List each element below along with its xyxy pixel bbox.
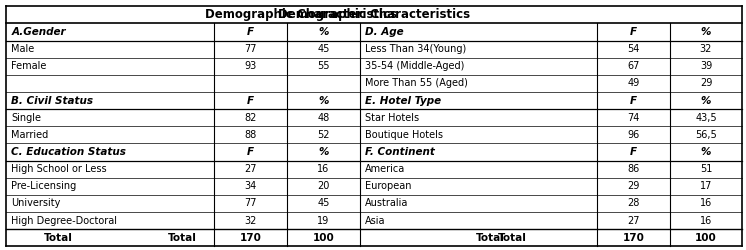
Text: F: F [630,27,637,37]
Text: F: F [630,96,637,106]
Text: Total: Total [498,233,527,243]
Text: High Degree-Doctoral: High Degree-Doctoral [11,216,117,226]
Text: 16: 16 [317,164,330,174]
Text: 45: 45 [317,44,330,54]
Text: High School or Less: High School or Less [11,164,107,174]
Text: D. Age: D. Age [365,27,404,37]
Text: 32: 32 [700,44,712,54]
Text: European: European [365,181,411,191]
Text: %: % [700,147,711,157]
Text: 34: 34 [245,181,257,191]
Text: A.Gender: A.Gender [11,27,66,37]
Text: 45: 45 [317,198,330,208]
Text: 86: 86 [627,164,639,174]
Text: 54: 54 [627,44,639,54]
Text: 35-54 (Middle-Aged): 35-54 (Middle-Aged) [365,61,464,71]
Text: 39: 39 [700,61,712,71]
Text: University: University [11,198,60,208]
Text: 43,5: 43,5 [695,113,717,123]
Text: 20: 20 [317,181,330,191]
Text: F. Continent: F. Continent [365,147,435,157]
Text: 100: 100 [695,233,717,243]
Text: 29: 29 [627,181,639,191]
Text: F: F [247,147,254,157]
Text: 55: 55 [317,61,330,71]
Text: C. Education Status: C. Education Status [11,147,126,157]
Text: America: America [365,164,405,174]
Text: Pre-Licensing: Pre-Licensing [11,181,76,191]
Text: 67: 67 [627,61,639,71]
Text: 28: 28 [627,198,639,208]
Text: 17: 17 [700,181,712,191]
Text: 29: 29 [700,78,712,88]
Text: %: % [700,96,711,106]
Text: F: F [247,27,254,37]
Text: 19: 19 [317,216,330,226]
Text: %: % [700,27,711,37]
Text: Less Than 34(Young): Less Than 34(Young) [365,44,466,54]
Text: F: F [630,147,637,157]
Text: 96: 96 [627,130,639,140]
Text: Asia: Asia [365,216,385,226]
Text: Demographic Characteristics: Demographic Characteristics [205,8,398,21]
Text: Star Hotels: Star Hotels [365,113,419,123]
Text: Boutique Hotels: Boutique Hotels [365,130,443,140]
Text: 32: 32 [245,216,257,226]
Text: Married: Married [11,130,48,140]
Text: 48: 48 [317,113,330,123]
Text: Total: Total [43,233,72,243]
Text: 170: 170 [239,233,262,243]
Text: %: % [318,27,328,37]
Text: 56,5: 56,5 [695,130,717,140]
Text: %: % [318,96,328,106]
Text: B. Civil Status: B. Civil Status [11,96,93,106]
Text: Australia: Australia [365,198,408,208]
Text: 82: 82 [245,113,257,123]
Text: Female: Female [11,61,46,71]
Text: 74: 74 [627,113,639,123]
Text: 49: 49 [627,78,639,88]
Text: 100: 100 [313,233,334,243]
Text: 27: 27 [245,164,257,174]
Text: 170: 170 [622,233,645,243]
Text: %: % [318,147,328,157]
Text: 52: 52 [317,130,330,140]
Text: 51: 51 [700,164,712,174]
Text: 16: 16 [700,216,712,226]
Text: F: F [247,96,254,106]
Text: 93: 93 [245,61,257,71]
Text: Single: Single [11,113,41,123]
Text: E. Hotel Type: E. Hotel Type [365,96,441,106]
Text: 27: 27 [627,216,639,226]
Text: 77: 77 [245,44,257,54]
Text: More Than 55 (Aged): More Than 55 (Aged) [365,78,468,88]
Text: Total: Total [169,233,197,243]
Text: Total: Total [476,233,504,243]
Text: 16: 16 [700,198,712,208]
Text: Male: Male [11,44,34,54]
Text: Demographic Characteristics: Demographic Characteristics [278,8,470,21]
Text: 77: 77 [245,198,257,208]
Text: 88: 88 [245,130,257,140]
